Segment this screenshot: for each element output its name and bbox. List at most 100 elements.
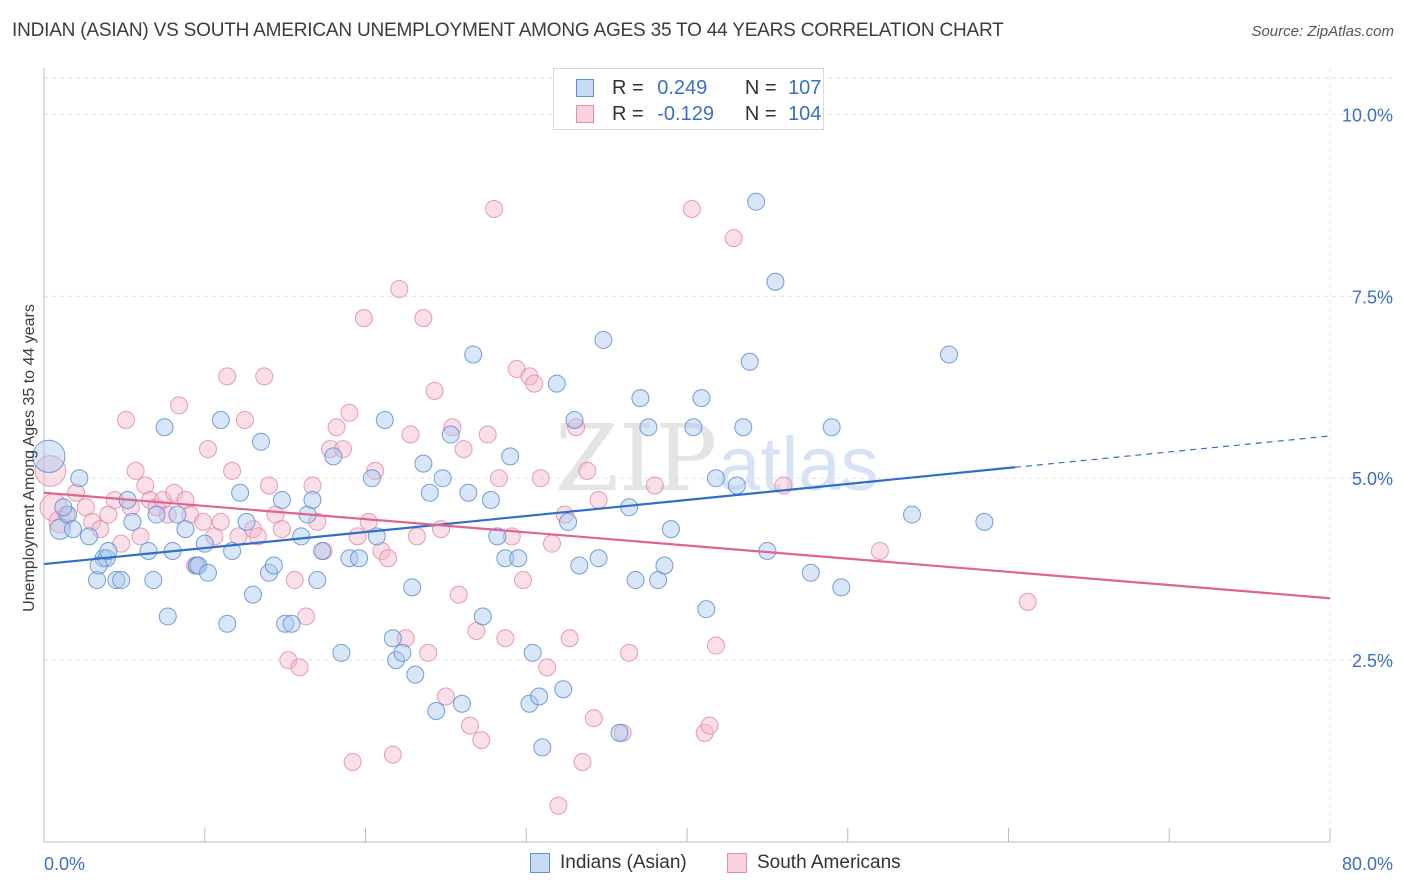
south-american-point <box>485 199 504 218</box>
indian-point <box>252 432 271 451</box>
r-value-indian: 0.249 <box>657 77 708 99</box>
indian-point <box>264 556 283 575</box>
south-american-point <box>645 476 664 495</box>
south-american-point <box>91 520 110 539</box>
axes <box>43 68 1331 843</box>
south-american-point <box>297 607 316 626</box>
gridlines <box>44 68 1392 842</box>
south-american-point <box>390 280 409 299</box>
indian-point <box>155 418 174 437</box>
indian-point <box>54 498 73 517</box>
south-american-point <box>620 643 639 662</box>
indian-point <box>158 607 177 626</box>
indian-point <box>832 578 851 597</box>
indian-point <box>49 518 71 540</box>
indian-point <box>530 687 549 706</box>
south-american-point <box>170 396 189 415</box>
south-american-point <box>333 440 352 459</box>
indian-point <box>747 192 766 211</box>
south-american-point <box>443 418 462 437</box>
watermark: ZIP atlas <box>555 405 879 512</box>
south-american-point <box>136 476 155 495</box>
indian-point <box>570 556 589 575</box>
south-american-point <box>272 520 291 539</box>
indian-point <box>218 614 237 633</box>
indian-point <box>89 556 108 575</box>
indian-point <box>303 491 322 510</box>
r-value-south-american: -0.129 <box>657 103 714 125</box>
indian-point <box>501 447 520 466</box>
indian-point <box>697 600 716 619</box>
indian-point <box>276 614 295 633</box>
indian-trend-extension <box>1014 435 1331 468</box>
south-american-point <box>478 425 497 444</box>
indian-point <box>387 651 406 670</box>
south-american-point <box>165 483 184 502</box>
watermark-atlas: atlas <box>718 422 879 507</box>
indian-point <box>565 410 584 429</box>
indian-point <box>766 272 785 291</box>
indian-point <box>324 447 343 466</box>
south-american-point <box>285 571 304 590</box>
n-value-south-american: 104 <box>788 103 822 125</box>
indian-point <box>70 469 89 488</box>
indian-point <box>940 345 959 364</box>
south-american-point <box>573 752 592 771</box>
indian-point <box>639 418 658 437</box>
south-american-point <box>724 229 743 248</box>
indian-point <box>123 512 142 531</box>
south-american-point <box>449 585 468 604</box>
chart-title: INDIAN (ASIAN) VS SOUTH AMERICAN UNEMPLO… <box>12 20 1004 41</box>
south-american-point <box>870 541 889 560</box>
indian-point <box>139 541 158 560</box>
south-american-point <box>194 512 213 531</box>
indian-point <box>801 563 820 582</box>
indian-point <box>63 520 82 539</box>
indian-point <box>523 643 542 662</box>
indian-point <box>488 527 507 546</box>
south-american-point <box>131 527 150 546</box>
y-tick-label: 7.5% <box>1352 287 1393 307</box>
south-american-point <box>567 418 586 437</box>
south-american-point <box>454 440 473 459</box>
n-label: N = <box>744 77 777 99</box>
south-american-point <box>531 469 550 488</box>
indian-points <box>32 192 994 757</box>
indian-point <box>332 643 351 662</box>
south-american-point <box>700 716 719 735</box>
south-american-point <box>327 418 346 437</box>
indian-point <box>626 571 645 590</box>
south-american-point <box>34 455 67 487</box>
indian-point <box>144 571 163 590</box>
south-american-point <box>549 796 568 815</box>
south-american-point <box>67 483 86 502</box>
indian-trend-line <box>43 466 1016 566</box>
indian-point <box>340 549 359 568</box>
south-american-point <box>248 527 267 546</box>
x-tick-label-max: 80.0% <box>1342 854 1393 874</box>
correlation-stats-box: R = 0.249 N = 107 R = -0.129 N = 104 <box>553 68 824 130</box>
south-american-point <box>260 476 279 495</box>
indian-point <box>464 345 483 364</box>
indian-point <box>975 512 994 531</box>
indian-point <box>112 571 131 590</box>
south-american-point <box>706 636 725 655</box>
south-american-point <box>542 534 561 553</box>
south-american-point <box>383 745 402 764</box>
indian-point <box>554 680 573 699</box>
south-american-point <box>460 716 479 735</box>
south-american-point <box>1018 592 1037 611</box>
indian-point <box>594 330 613 349</box>
south-american-point <box>235 410 254 429</box>
y-tick-label: 10.0% <box>1342 105 1393 125</box>
indian-point <box>420 483 439 502</box>
indian-point <box>692 389 711 408</box>
y-axis-label: Unemployment Among Ages 35 to 44 years <box>21 304 38 612</box>
indian-point <box>459 483 478 502</box>
legend-south-american-label: South Americans <box>757 852 901 873</box>
south-american-points <box>34 199 1037 815</box>
indian-point <box>403 578 422 597</box>
indian-point <box>393 643 412 662</box>
indian-point <box>481 491 500 510</box>
